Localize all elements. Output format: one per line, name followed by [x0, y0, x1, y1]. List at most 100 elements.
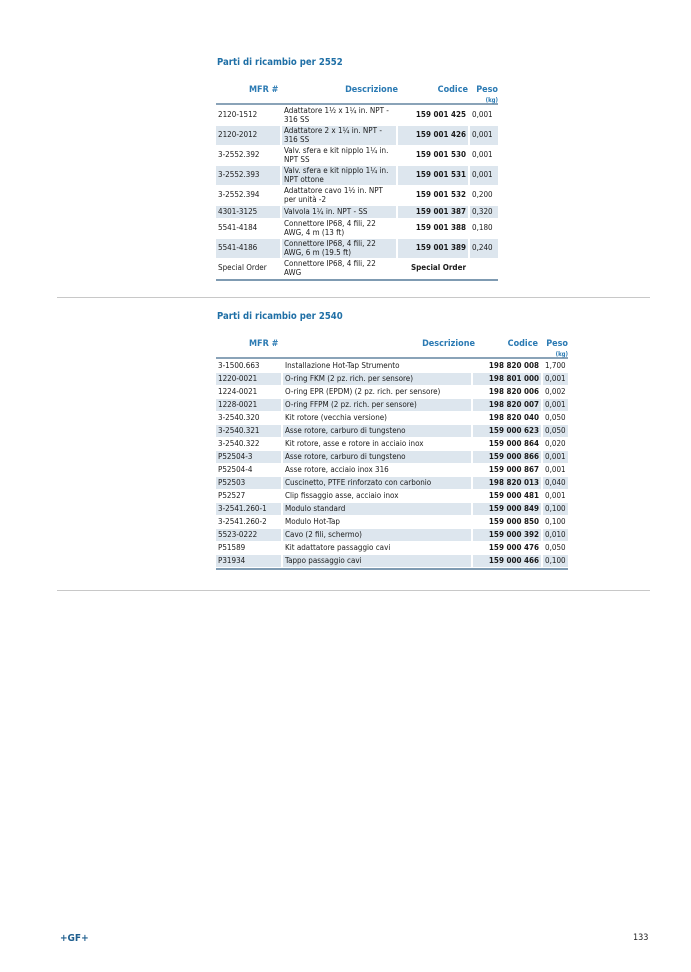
cell-desc: Cuscinetto, PTFE rinforzato con carbonio [283, 477, 471, 489]
cell-desc: Valv. sfera e kit nipplo 1¼ in. NPT SS [284, 146, 389, 164]
cell-code: 198 820 006 [488, 386, 539, 396]
weight-unit: (kg) [555, 351, 568, 358]
cell-mfr: 3-1500.663 [218, 360, 260, 370]
table-header: MFR # Descrizione Codice Peso (kg) [216, 339, 568, 358]
table-row: 1220-0021 O-ring FKM (2 pz. rich. per sen… [216, 373, 568, 385]
cell-code: 198 820 013 [473, 477, 541, 489]
cell-weight: 1,700 [545, 360, 566, 370]
table-row: 2120-2012 Adattatore 2 x 1¼ in. NPT - 316… [216, 126, 498, 145]
cell-weight: 0,001 [545, 490, 566, 500]
header-mfr: MFR # [249, 85, 279, 95]
cell-mfr: 4301-3125 [216, 206, 280, 218]
table-header: MFR # Descrizione Codice Peso (kg) [216, 85, 498, 104]
table-row: 5541-4186 Connettore IP68, 4 fili, 22 AWG… [216, 239, 498, 258]
spare-parts-table-2552: MFR # Descrizione Codice Peso (kg) 2120-1512 A… [216, 85, 498, 281]
cell-weight [470, 259, 498, 278]
table-row: P52504-3 Asse rotore, carburo di tungsten… [216, 451, 568, 463]
cell-code: 198 820 008 [488, 360, 539, 370]
cell-weight: 0,001 [472, 110, 493, 120]
header-rule [216, 357, 568, 359]
cell-mfr: 1220-0021 [216, 373, 281, 385]
section-title-2540: Parti di ricambio per 2540 [217, 311, 343, 322]
cell-code: 159 000 481 [488, 490, 539, 500]
cell-desc: Adattatore 1½ x 1¼ in. NPT - 316 SS [284, 106, 389, 124]
table-row: 3-1500.663 Installazione Hot-Tap Strument… [216, 360, 568, 372]
cell-code: 159 000 466 [473, 555, 541, 567]
cell-code: 159 000 849 [473, 503, 541, 515]
cell-code: 159 001 531 [398, 166, 468, 185]
cell-mfr: 3-2540.320 [218, 412, 260, 422]
cell-weight: 0,180 [472, 223, 493, 233]
cell-code: 159 000 850 [488, 516, 539, 526]
cell-weight: 0,002 [545, 386, 566, 396]
cell-mfr: Special Order [218, 263, 267, 273]
cell-desc: Asse rotore, acciaio inox 316 [285, 464, 389, 474]
header-code: Codice [437, 85, 468, 95]
cell-weight: 0,240 [470, 239, 498, 258]
table-row: 5541-4184 Connettore IP68, 4 fili, 22 AWG… [216, 219, 498, 238]
cell-code: Special Order [410, 263, 466, 273]
table-row: 1228-0021 O-ring FFPM (2 pz. rich. per se… [216, 399, 568, 411]
table-bottom-rule [216, 279, 498, 281]
cell-weight: 0,001 [543, 399, 568, 411]
cell-desc: Kit rotore (vecchia versione) [285, 412, 387, 422]
cell-desc: Cavo (2 fili, schermo) [283, 529, 471, 541]
cell-desc: Clip fissaggio asse, acciaio inox [285, 490, 399, 500]
table-row: P31934 Tappo passaggio cavi 159 000 466 0,1… [216, 555, 568, 567]
cell-mfr: 3-2552.392 [218, 150, 260, 160]
cell-weight: 0,200 [472, 190, 493, 200]
cell-code: 159 001 425 [415, 110, 466, 120]
cell-weight: 0,050 [545, 412, 566, 422]
cell-desc: Asse rotore, carburo di tungsteno [283, 425, 471, 437]
cell-mfr: 5541-4184 [218, 223, 258, 233]
cell-mfr: 2120-1512 [218, 110, 258, 120]
cell-mfr: P52503 [216, 477, 281, 489]
cell-desc: Installazione Hot-Tap Strumento [285, 360, 400, 370]
table-row: P52503 Cuscinetto, PTFE rinforzato con ca… [216, 477, 568, 489]
table-row: 5523-0222 Cavo (2 fili, schermo) 159 000 3… [216, 529, 568, 541]
cell-code: 198 820 007 [473, 399, 541, 411]
cell-code: 159 000 866 [473, 451, 541, 463]
cell-code: 198 801 000 [473, 373, 541, 385]
weight-unit: (kg) [485, 97, 498, 104]
spare-parts-table-2540: MFR # Descrizione Codice Peso (kg) 3-1500.663… [216, 339, 568, 570]
cell-weight: 0,001 [470, 166, 498, 185]
cell-code: 159 001 426 [398, 126, 468, 145]
cell-mfr: 1228-0021 [216, 399, 281, 411]
cell-mfr: 3-2540.321 [216, 425, 281, 437]
cell-mfr: 3-2541.260-2 [218, 516, 267, 526]
header-rule [216, 103, 498, 105]
cell-code: 159 000 476 [488, 542, 539, 552]
table-row: P52527 Clip fissaggio asse, acciaio inox 1… [216, 490, 568, 502]
cell-mfr: P52504-4 [218, 464, 253, 474]
cell-weight: 0,010 [543, 529, 568, 541]
cell-mfr: P52527 [218, 490, 246, 500]
cell-weight: 0,020 [545, 438, 566, 448]
cell-weight: 0,001 [543, 373, 568, 385]
cell-code: 159 001 387 [398, 206, 468, 218]
cell-code: 159 001 389 [398, 239, 468, 258]
cell-desc: Valv. sfera e kit nipplo 1¼ in. NPT otto… [282, 166, 396, 185]
cell-code: 159 001 532 [415, 190, 466, 200]
cell-mfr: 3-2540.322 [218, 438, 260, 448]
cell-desc: Kit rotore, asse e rotore in acciaio ino… [285, 438, 424, 448]
cell-mfr: 2120-2012 [216, 126, 280, 145]
cell-desc: O-ring FFPM (2 pz. rich. per sensore) [283, 399, 471, 411]
cell-desc: O-ring EPR (EPDM) (2 pz. rich. per senso… [285, 386, 441, 396]
cell-code: 159 001 388 [415, 223, 466, 233]
cell-desc: Connettore IP68, 4 fili, 22 AWG, 4 m (13… [284, 219, 376, 237]
cell-code: 159 000 392 [473, 529, 541, 541]
table-row: 3-2540.322 Kit rotore, asse e rotore in a… [216, 438, 568, 450]
divider [57, 590, 650, 591]
cell-weight: 0,100 [543, 555, 568, 567]
cell-desc: Kit adattatore passaggio cavi [285, 542, 391, 552]
table-row: 3-2552.392 Valv. sfera e kit nipplo 1¼ in… [216, 146, 498, 165]
cell-weight: 0,100 [543, 503, 568, 515]
page-number: 133 [633, 933, 649, 943]
cell-weight: 0,040 [543, 477, 568, 489]
cell-code: 198 820 040 [488, 412, 539, 422]
cell-mfr: P31934 [216, 555, 281, 567]
cell-desc: Valvola 1¼ in. NPT - SS [282, 206, 396, 218]
table-row: 3-2540.321 Asse rotore, carburo di tungst… [216, 425, 568, 437]
